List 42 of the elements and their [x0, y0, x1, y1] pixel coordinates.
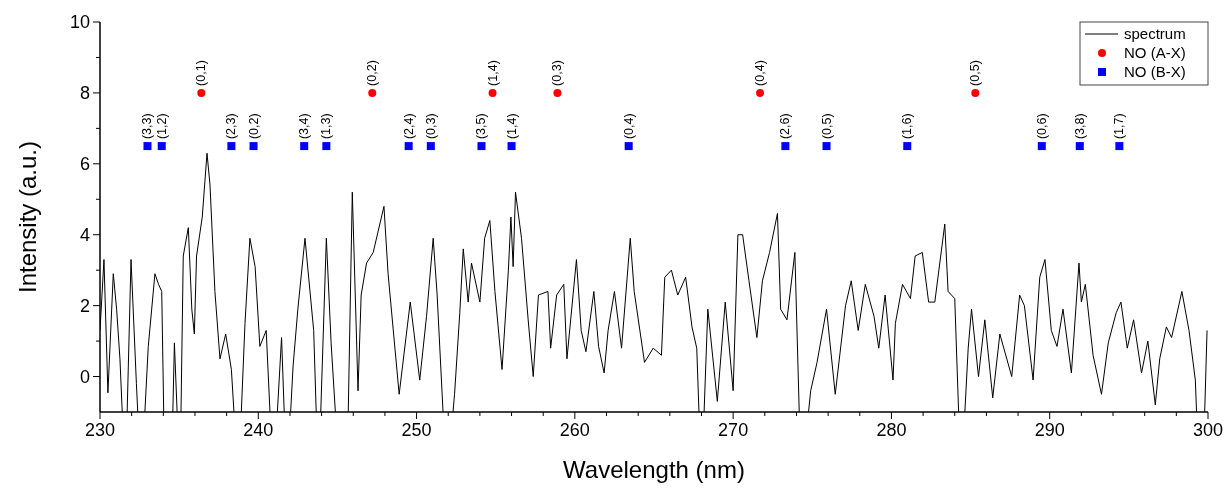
annotation: (2,3) [224, 113, 239, 140]
y-axis-title: Intensity (a.u.) [14, 140, 41, 294]
x-tick-label: 250 [401, 420, 432, 440]
legend-label: NO (B-X) [1124, 63, 1186, 80]
x-axis-title: Wavelength (nm) [563, 456, 745, 483]
x-tick-label: 270 [718, 420, 749, 440]
x-tick-label: 290 [1034, 420, 1065, 440]
annotation: (1,3) [319, 113, 334, 140]
y-tick-label: 6 [79, 153, 90, 174]
annotation: (0,2) [246, 113, 261, 140]
x-tick-label: 300 [1192, 420, 1224, 440]
x-tick-label: 260 [559, 420, 590, 440]
annotation: (0,1) [194, 60, 209, 86]
legend-label: NO (A-X) [1124, 44, 1186, 61]
annotation: (3,8) [1072, 113, 1087, 140]
y-tick-label: 2 [79, 295, 90, 316]
annotation: (1,6) [900, 113, 915, 140]
annotation: (3,4) [297, 113, 312, 140]
x-tick-label: 280 [876, 420, 907, 440]
x-tick-label: 230 [84, 420, 116, 440]
annotation: (2,6) [778, 113, 793, 140]
y-tick-label: 8 [79, 82, 90, 103]
annotation: (0,4) [621, 113, 636, 140]
annotation: (1,4) [485, 60, 500, 86]
x-tick-label: 240 [243, 420, 274, 440]
annotation: (3,3) [140, 113, 155, 140]
legend-label: spectrum [1124, 25, 1186, 42]
y-tick-label: 10 [69, 12, 90, 32]
annotation: (0,2) [365, 60, 380, 86]
annotation: (0,5) [968, 60, 983, 86]
annotation: (0,6) [1034, 113, 1049, 140]
annotation: (0,3) [550, 60, 565, 86]
annotation: (0,3) [423, 113, 438, 140]
y-tick-label: 4 [79, 224, 90, 245]
annotation: (2,4) [401, 113, 416, 140]
y-tick-label: 0 [79, 366, 90, 387]
annotation: (1,7) [1112, 113, 1127, 140]
annotation: (1,4) [504, 113, 519, 140]
annotation: (3,5) [474, 113, 489, 140]
annotation: (1,2) [154, 113, 169, 140]
annotation: (0,4) [753, 60, 768, 86]
annotation: (0,5) [819, 113, 834, 140]
